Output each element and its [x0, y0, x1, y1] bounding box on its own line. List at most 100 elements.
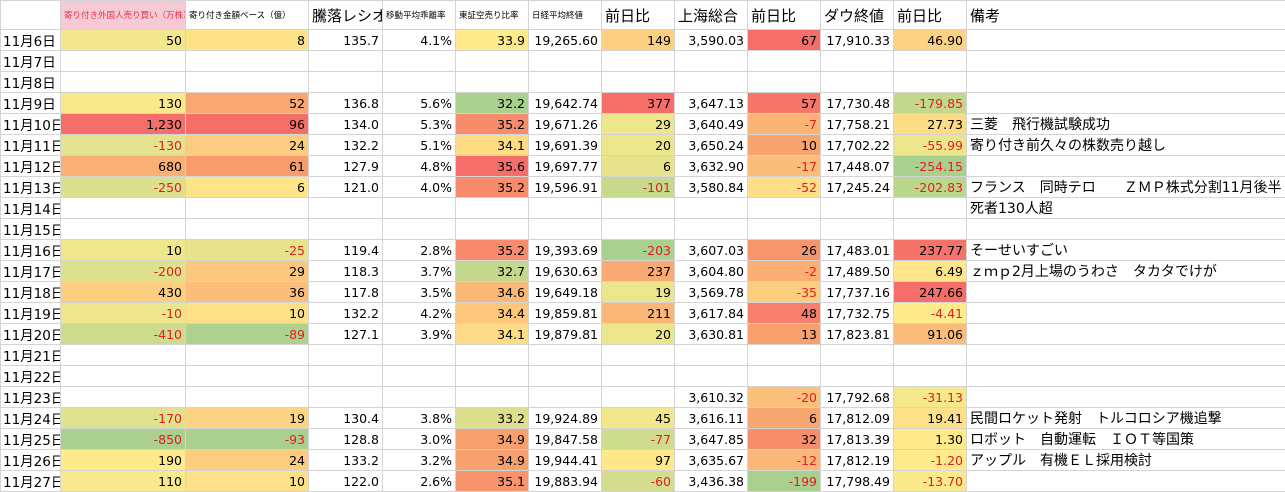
value-cell: -60: [602, 471, 675, 492]
column-header: 前日比: [602, 1, 675, 30]
value-cell: 17,702.22: [821, 135, 894, 156]
value-cell: 130: [61, 93, 186, 114]
value-cell: [529, 72, 602, 93]
value-cell: 3,616.11: [675, 408, 748, 429]
note-cell: [967, 324, 1285, 345]
corner-cell: [1, 1, 61, 30]
value-cell: [383, 366, 456, 387]
value-cell: 680: [61, 156, 186, 177]
note-cell: そーせいすごい: [967, 240, 1285, 261]
value-cell: -200: [61, 261, 186, 282]
value-cell: -31.13: [894, 387, 967, 408]
value-cell: 3,647.13: [675, 93, 748, 114]
column-header: 前日比: [748, 1, 821, 30]
date-cell: 11月14日: [1, 198, 61, 219]
value-cell: 6: [602, 156, 675, 177]
value-cell: [186, 219, 309, 240]
value-cell: 19,883.94: [529, 471, 602, 492]
note-cell: フランス 同時テロ ＺＭＰ株式分割11月後半: [967, 177, 1285, 198]
value-cell: 32: [748, 429, 821, 450]
date-cell: 11月18日: [1, 282, 61, 303]
value-cell: 149: [602, 30, 675, 51]
value-cell: 91.06: [894, 324, 967, 345]
data-row: 11月21日: [1, 345, 1285, 366]
note-cell: [967, 282, 1285, 303]
value-cell: -35: [748, 282, 821, 303]
value-cell: -7: [748, 114, 821, 135]
value-cell: -52: [748, 177, 821, 198]
value-cell: 377: [602, 93, 675, 114]
value-cell: 34.6: [456, 282, 529, 303]
value-cell: 96: [186, 114, 309, 135]
value-cell: 17,732.75: [821, 303, 894, 324]
value-cell: [675, 51, 748, 72]
value-cell: [309, 387, 383, 408]
value-cell: -4.41: [894, 303, 967, 324]
value-cell: 5.6%: [383, 93, 456, 114]
value-cell: -179.85: [894, 93, 967, 114]
date-cell: 11月16日: [1, 240, 61, 261]
note-cell: アップル 有機ＥＬ採用検討: [967, 450, 1285, 471]
column-header: 東証空売り比率: [456, 1, 529, 30]
value-cell: 130.4: [309, 408, 383, 429]
value-cell: 17,448.07: [821, 156, 894, 177]
value-cell: [456, 51, 529, 72]
value-cell: 32.7: [456, 261, 529, 282]
value-cell: [748, 198, 821, 219]
value-cell: 17,812.19: [821, 450, 894, 471]
value-cell: [894, 345, 967, 366]
value-cell: [821, 51, 894, 72]
date-cell: 11月12日: [1, 156, 61, 177]
value-cell: 19,630.63: [529, 261, 602, 282]
value-cell: 19,393.69: [529, 240, 602, 261]
value-cell: 3,610.32: [675, 387, 748, 408]
value-cell: [456, 345, 529, 366]
value-cell: 17,483.01: [821, 240, 894, 261]
date-cell: 11月13日: [1, 177, 61, 198]
value-cell: 17,730.48: [821, 93, 894, 114]
date-cell: 11月8日: [1, 72, 61, 93]
note-cell: [967, 51, 1285, 72]
value-cell: -77: [602, 429, 675, 450]
value-cell: -170: [61, 408, 186, 429]
note-cell: [967, 303, 1285, 324]
value-cell: 13: [748, 324, 821, 345]
value-cell: [309, 51, 383, 72]
column-header: 寄り付き金額ベース（億）: [186, 1, 309, 30]
value-cell: [309, 345, 383, 366]
value-cell: 121.0: [309, 177, 383, 198]
column-header: 上海総合: [675, 1, 748, 30]
value-cell: 5.3%: [383, 114, 456, 135]
value-cell: [186, 345, 309, 366]
value-cell: [61, 219, 186, 240]
value-cell: 3.9%: [383, 324, 456, 345]
value-cell: 2.6%: [383, 471, 456, 492]
value-cell: [894, 198, 967, 219]
value-cell: 133.2: [309, 450, 383, 471]
value-cell: -254.15: [894, 156, 967, 177]
value-cell: 19,847.58: [529, 429, 602, 450]
date-cell: 11月23日: [1, 387, 61, 408]
value-cell: [675, 219, 748, 240]
value-cell: 4.0%: [383, 177, 456, 198]
column-header: 寄り付き外国人売り買い（万株）: [61, 1, 186, 30]
value-cell: 3,630.81: [675, 324, 748, 345]
header-row: 寄り付き外国人売り買い（万株）寄り付き金額ベース（億）騰落レシオ移動平均乖離率東…: [1, 1, 1285, 30]
value-cell: 6: [186, 177, 309, 198]
value-cell: -93: [186, 429, 309, 450]
column-header: 日経平均終値: [529, 1, 602, 30]
value-cell: 3,635.67: [675, 450, 748, 471]
value-cell: 20: [602, 324, 675, 345]
value-cell: 237.77: [894, 240, 967, 261]
date-cell: 11月11日: [1, 135, 61, 156]
value-cell: 237: [602, 261, 675, 282]
value-cell: 135.7: [309, 30, 383, 51]
value-cell: [186, 198, 309, 219]
value-cell: [675, 198, 748, 219]
value-cell: -55.99: [894, 135, 967, 156]
